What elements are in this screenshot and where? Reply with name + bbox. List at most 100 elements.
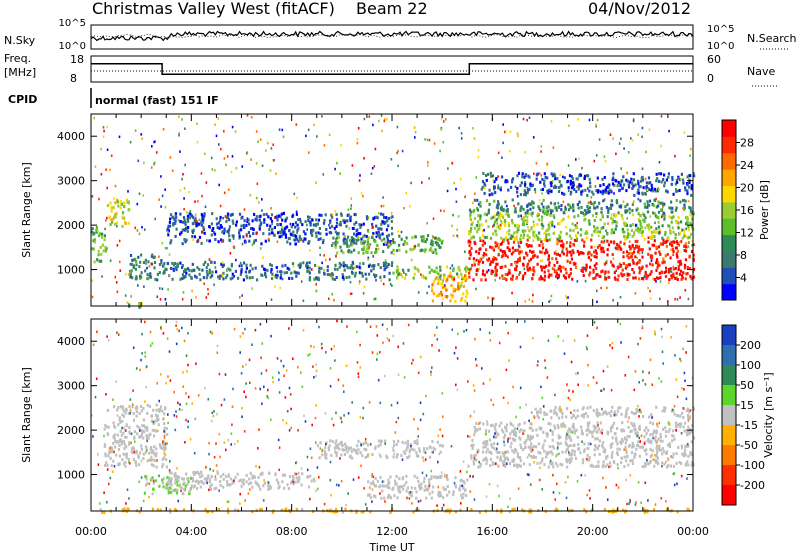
velocity-cell: [661, 439, 664, 443]
power-cell: [453, 289, 456, 293]
velocity-cell: [125, 423, 128, 427]
power-cell: [345, 264, 348, 268]
velocity-cell: [630, 410, 633, 414]
power-cell: [518, 271, 522, 275]
velocity-cell: [242, 478, 245, 482]
power-cell: [546, 239, 549, 243]
velocity-cell: [294, 480, 297, 484]
freq-label-1: Freq.: [4, 52, 31, 65]
power-cell: [127, 221, 130, 225]
power-cell: [456, 272, 459, 276]
power-cell: [297, 239, 300, 243]
power-cell: [384, 259, 387, 262]
velocity-cell: [638, 427, 641, 430]
velocity-cell: [586, 458, 589, 462]
power-cell: [244, 270, 247, 274]
power-cell: [131, 258, 134, 262]
velocity-cell: [499, 458, 502, 462]
power-cell: [526, 238, 529, 242]
velocity-cell: [530, 437, 533, 440]
power-cell: [670, 182, 673, 186]
power-cell: [565, 232, 568, 236]
power-cell: [183, 187, 186, 190]
power-cell: [487, 172, 490, 176]
power-cell: [604, 191, 607, 194]
power-cell: [426, 234, 430, 238]
power-cell: [547, 275, 550, 279]
velocity-cell: [446, 477, 449, 481]
velocity-cell: [596, 410, 599, 414]
power-cell: [570, 257, 573, 261]
power-cell: [579, 173, 583, 177]
velocity-cell: [263, 481, 266, 485]
velocity-cell: [547, 465, 550, 469]
velocity-cell: [114, 445, 117, 449]
velocity-cell: [347, 492, 349, 495]
velocity-cell: [593, 429, 596, 433]
velocity-cell: [113, 433, 117, 437]
power-cell: [668, 206, 671, 210]
power-cell: [426, 291, 428, 295]
power-cell: [487, 259, 490, 263]
power-cell: [655, 197, 657, 201]
power-cell: [522, 233, 526, 237]
power-cell: [523, 183, 527, 187]
velocity-cell: [603, 450, 607, 454]
power-cell: [682, 199, 685, 202]
velocity-cell: [125, 435, 128, 439]
power-cell: [592, 270, 595, 274]
velocity-cell: [626, 434, 630, 438]
velocity-cell: [503, 459, 506, 463]
power-cell: [292, 223, 295, 226]
power-cell: [271, 272, 274, 276]
power-cell: [669, 229, 672, 233]
power-cell: [387, 216, 390, 220]
power-cell: [526, 204, 529, 208]
power-cell: [138, 305, 141, 309]
power-cell: [619, 205, 622, 209]
power-cell: [485, 248, 488, 252]
power-cell: [645, 276, 648, 280]
power-cell: [619, 212, 621, 216]
power-cell: [428, 248, 431, 252]
velocity-cell: [184, 484, 187, 488]
power-cell: [632, 276, 635, 280]
velocity-cell: [649, 439, 652, 443]
velocity-cell: [123, 435, 127, 439]
power-cell: [335, 217, 339, 221]
power-cell: [436, 241, 439, 245]
power-cell: [427, 161, 429, 164]
power-cell: [476, 230, 479, 234]
power-cell: [348, 244, 351, 248]
power-cell: [93, 231, 96, 235]
power-cell: [223, 191, 226, 195]
power-cell: [483, 191, 486, 195]
velocity-cell: [155, 465, 158, 469]
power-cell: [672, 215, 675, 219]
velocity-cell: [612, 421, 616, 425]
power-cell: [343, 268, 346, 272]
power-cell: [100, 173, 103, 176]
power-cell: [630, 137, 632, 140]
power-cell: [690, 276, 693, 280]
velocity-cell: [513, 450, 516, 454]
power-cell: [664, 270, 668, 274]
velocity-cell: [568, 453, 571, 457]
power-cell: [279, 222, 282, 226]
power-cell: [108, 215, 111, 219]
velocity-cell: [466, 478, 469, 482]
power-cell: [196, 240, 199, 244]
power-cell: [432, 251, 435, 254]
velocity-cell: [597, 427, 601, 431]
velocity-cell: [384, 439, 387, 443]
power-cell: [120, 202, 124, 206]
power-cell: [543, 231, 546, 235]
freq-label-2: [MHz]: [4, 66, 36, 79]
power-cell: [560, 239, 563, 243]
velocity-cell: [587, 442, 590, 446]
power-cell: [350, 292, 353, 295]
power-cell: [273, 226, 276, 229]
power-cell: [277, 231, 280, 235]
power-cell: [637, 245, 641, 249]
velocity-cell: [690, 440, 693, 444]
